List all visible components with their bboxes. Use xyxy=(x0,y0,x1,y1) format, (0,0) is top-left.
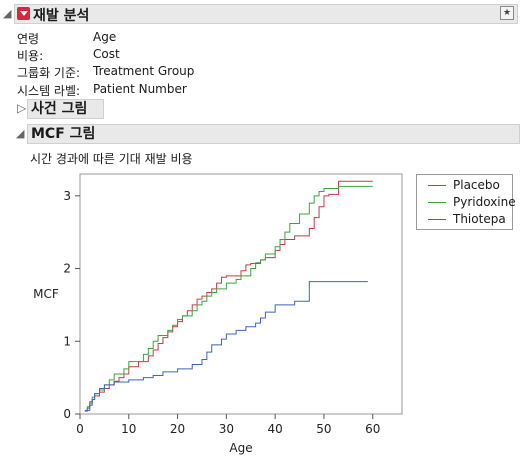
info-value-age: Age xyxy=(93,30,117,44)
y-tick-label: 0 xyxy=(63,407,71,421)
x-tick-label: 40 xyxy=(268,422,283,436)
collapse-icon-mcf[interactable]: ◢ xyxy=(16,127,25,140)
y-axis-label: MCF xyxy=(33,287,59,301)
legend: Placebo Pyridoxine Thiotepa xyxy=(416,174,516,230)
x-tick-label: 50 xyxy=(316,422,331,436)
info-key-age: 연령 xyxy=(17,32,40,46)
legend-swatch-pyridoxine xyxy=(428,202,446,203)
plot-frame xyxy=(79,173,403,415)
x-tick-label: 30 xyxy=(219,422,234,436)
legend-label-thiotepa: Thiotepa xyxy=(453,212,506,226)
x-tick-label: 0 xyxy=(76,422,84,436)
x-tick-label: 60 xyxy=(365,422,380,436)
legend-item-pyridoxine: Pyridoxine xyxy=(417,194,516,211)
info-value-group: Treatment Group xyxy=(93,64,195,78)
series-line-pyridoxine xyxy=(84,185,373,412)
x-tick-label: 20 xyxy=(170,422,185,436)
info-value-cost: Cost xyxy=(93,47,120,61)
x-tick-label: 10 xyxy=(121,422,136,436)
report-title: 재발 분석 xyxy=(33,8,90,24)
report-header xyxy=(14,4,518,24)
event-plot-header[interactable]: 사건 그림 xyxy=(27,99,104,119)
legend-item-thiotepa: Thiotepa xyxy=(417,211,512,228)
chart-caption: 시간 경과에 따른 기대 재발 비용 xyxy=(30,152,193,166)
legend-swatch-thiotepa xyxy=(428,219,446,220)
mcf-plot-header[interactable]: MCF 그림 xyxy=(27,124,520,144)
info-value-label: Patient Number xyxy=(93,82,187,96)
info-key-cost: 비용: xyxy=(17,49,44,63)
legend-label-placebo: Placebo xyxy=(453,178,500,192)
legend-item-placebo: Placebo xyxy=(417,177,512,194)
collapse-icon[interactable]: ◢ xyxy=(3,7,12,20)
info-key-group: 그룹화 기준: xyxy=(17,66,81,80)
series-line-thiotepa xyxy=(84,281,368,411)
info-key-label: 시스템 라벨: xyxy=(17,84,81,98)
red-triangle-menu-icon[interactable] xyxy=(17,7,30,20)
y-tick-label: 2 xyxy=(63,262,71,276)
expand-icon[interactable]: ▷ xyxy=(17,101,27,115)
y-tick-label: 1 xyxy=(63,334,71,348)
pin-icon[interactable]: ★ xyxy=(500,6,514,20)
legend-label-pyridoxine: Pyridoxine xyxy=(453,195,516,209)
x-axis-label: Age xyxy=(229,441,252,455)
y-tick-label: 3 xyxy=(63,189,71,203)
legend-swatch-placebo xyxy=(428,185,446,186)
